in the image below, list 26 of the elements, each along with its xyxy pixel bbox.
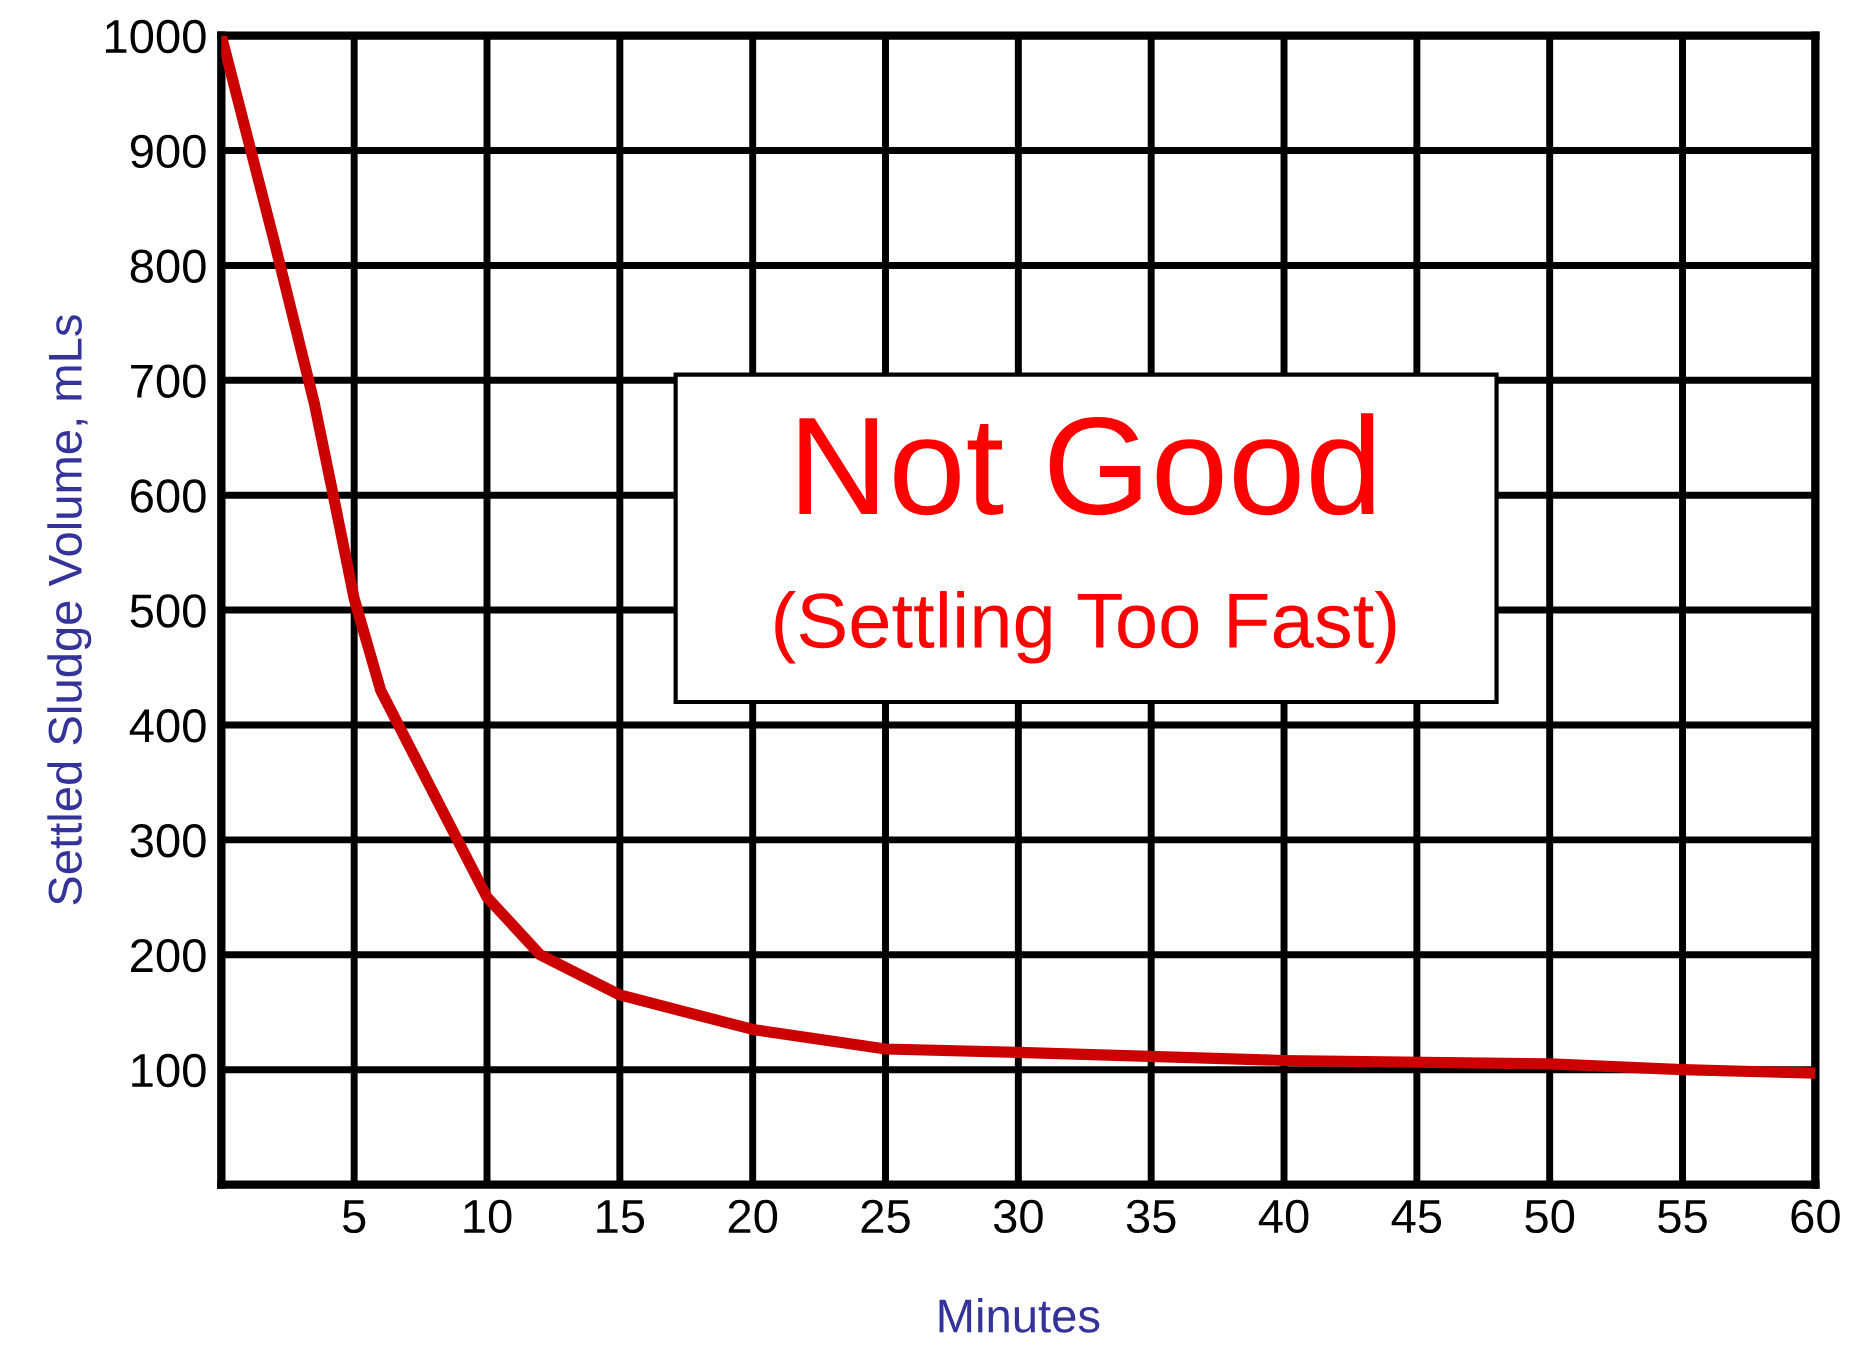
- annotation: Not Good: [799, 413, 1374, 516]
- y-tick-label: 600: [131, 479, 206, 513]
- y-tick-label: 900: [130, 134, 206, 169]
- annotation: (Settling Too Fast): [775, 591, 1396, 664]
- x-tick-label: 55: [1658, 1200, 1707, 1234]
- x-tick-label: 5: [342, 1200, 366, 1234]
- y-axis-title: Settled Sludge Volume, mLs: [47, 315, 92, 905]
- y-tick-label: 1000: [106, 19, 206, 54]
- x-axis-title: Minutes: [939, 1298, 1100, 1333]
- x-tick-label: 40: [1258, 1199, 1309, 1234]
- x-tick-label: 10: [464, 1199, 512, 1234]
- x-tick-label: 45: [1391, 1200, 1442, 1234]
- y-tick-label: 100: [132, 1053, 206, 1088]
- y-tick-label: 700: [131, 364, 206, 398]
- y-tick-label: 400: [129, 709, 206, 743]
- y-tick-label: 300: [130, 824, 206, 858]
- x-tick-label: 30: [993, 1199, 1043, 1234]
- x-tick-label: 35: [1126, 1199, 1176, 1234]
- x-tick-label: 20: [728, 1199, 778, 1234]
- x-tick-label: 15: [597, 1200, 645, 1234]
- y-tick-label: 500: [130, 594, 206, 628]
- x-tick-label: 25: [861, 1199, 910, 1234]
- y-tick-label: 800: [130, 249, 206, 283]
- x-tick-label: 50: [1525, 1199, 1575, 1234]
- x-tick-label: 60: [1791, 1199, 1840, 1234]
- y-tick-label: 200: [131, 938, 206, 973]
